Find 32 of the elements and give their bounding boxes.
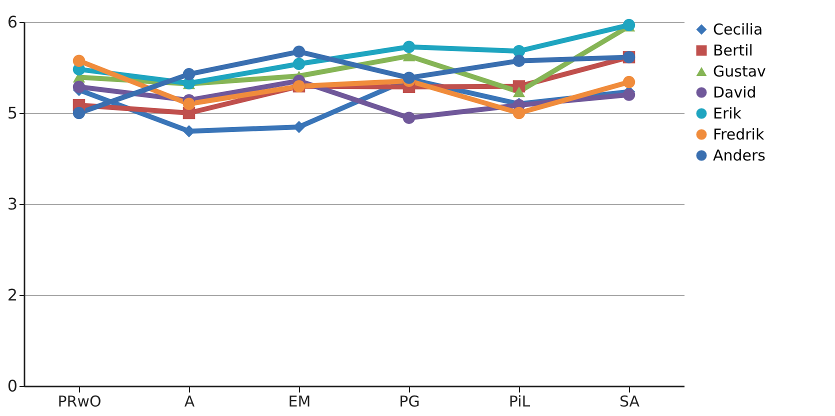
point bbox=[402, 112, 416, 124]
x-tick-label: A bbox=[184, 392, 196, 410]
y-tick-label: 3 bbox=[7, 194, 18, 214]
legend-label: Bertil bbox=[713, 42, 753, 60]
x-tick-label: PiL bbox=[508, 392, 531, 410]
legend-label: Cecilia bbox=[713, 20, 763, 38]
x-tick-label: PG bbox=[399, 392, 420, 410]
point bbox=[292, 46, 306, 58]
point bbox=[622, 76, 636, 88]
y-tick-label: 5 bbox=[7, 104, 18, 122]
point bbox=[72, 106, 86, 120]
x-tick-label: EM bbox=[288, 392, 311, 410]
point bbox=[182, 68, 196, 80]
point bbox=[512, 106, 526, 120]
x-tick-label: SA bbox=[619, 392, 640, 410]
legend-label: Fredrik bbox=[713, 126, 764, 144]
legend-label: Gustav bbox=[713, 62, 766, 80]
x-tick-label: PRwO bbox=[58, 392, 102, 410]
y-tick-label: 6 bbox=[7, 12, 18, 32]
y-tick-label: 2 bbox=[7, 286, 18, 304]
y-tick-label: 0 bbox=[7, 376, 18, 396]
point bbox=[402, 40, 416, 53]
legend-label: Anders bbox=[713, 146, 766, 164]
point bbox=[72, 54, 86, 67]
point bbox=[512, 54, 526, 67]
legend-label: David bbox=[713, 84, 756, 102]
legend-label: Erik bbox=[713, 104, 742, 122]
point bbox=[622, 88, 636, 101]
point bbox=[72, 80, 86, 94]
point bbox=[292, 58, 306, 70]
point bbox=[182, 98, 196, 110]
point bbox=[512, 86, 526, 98]
